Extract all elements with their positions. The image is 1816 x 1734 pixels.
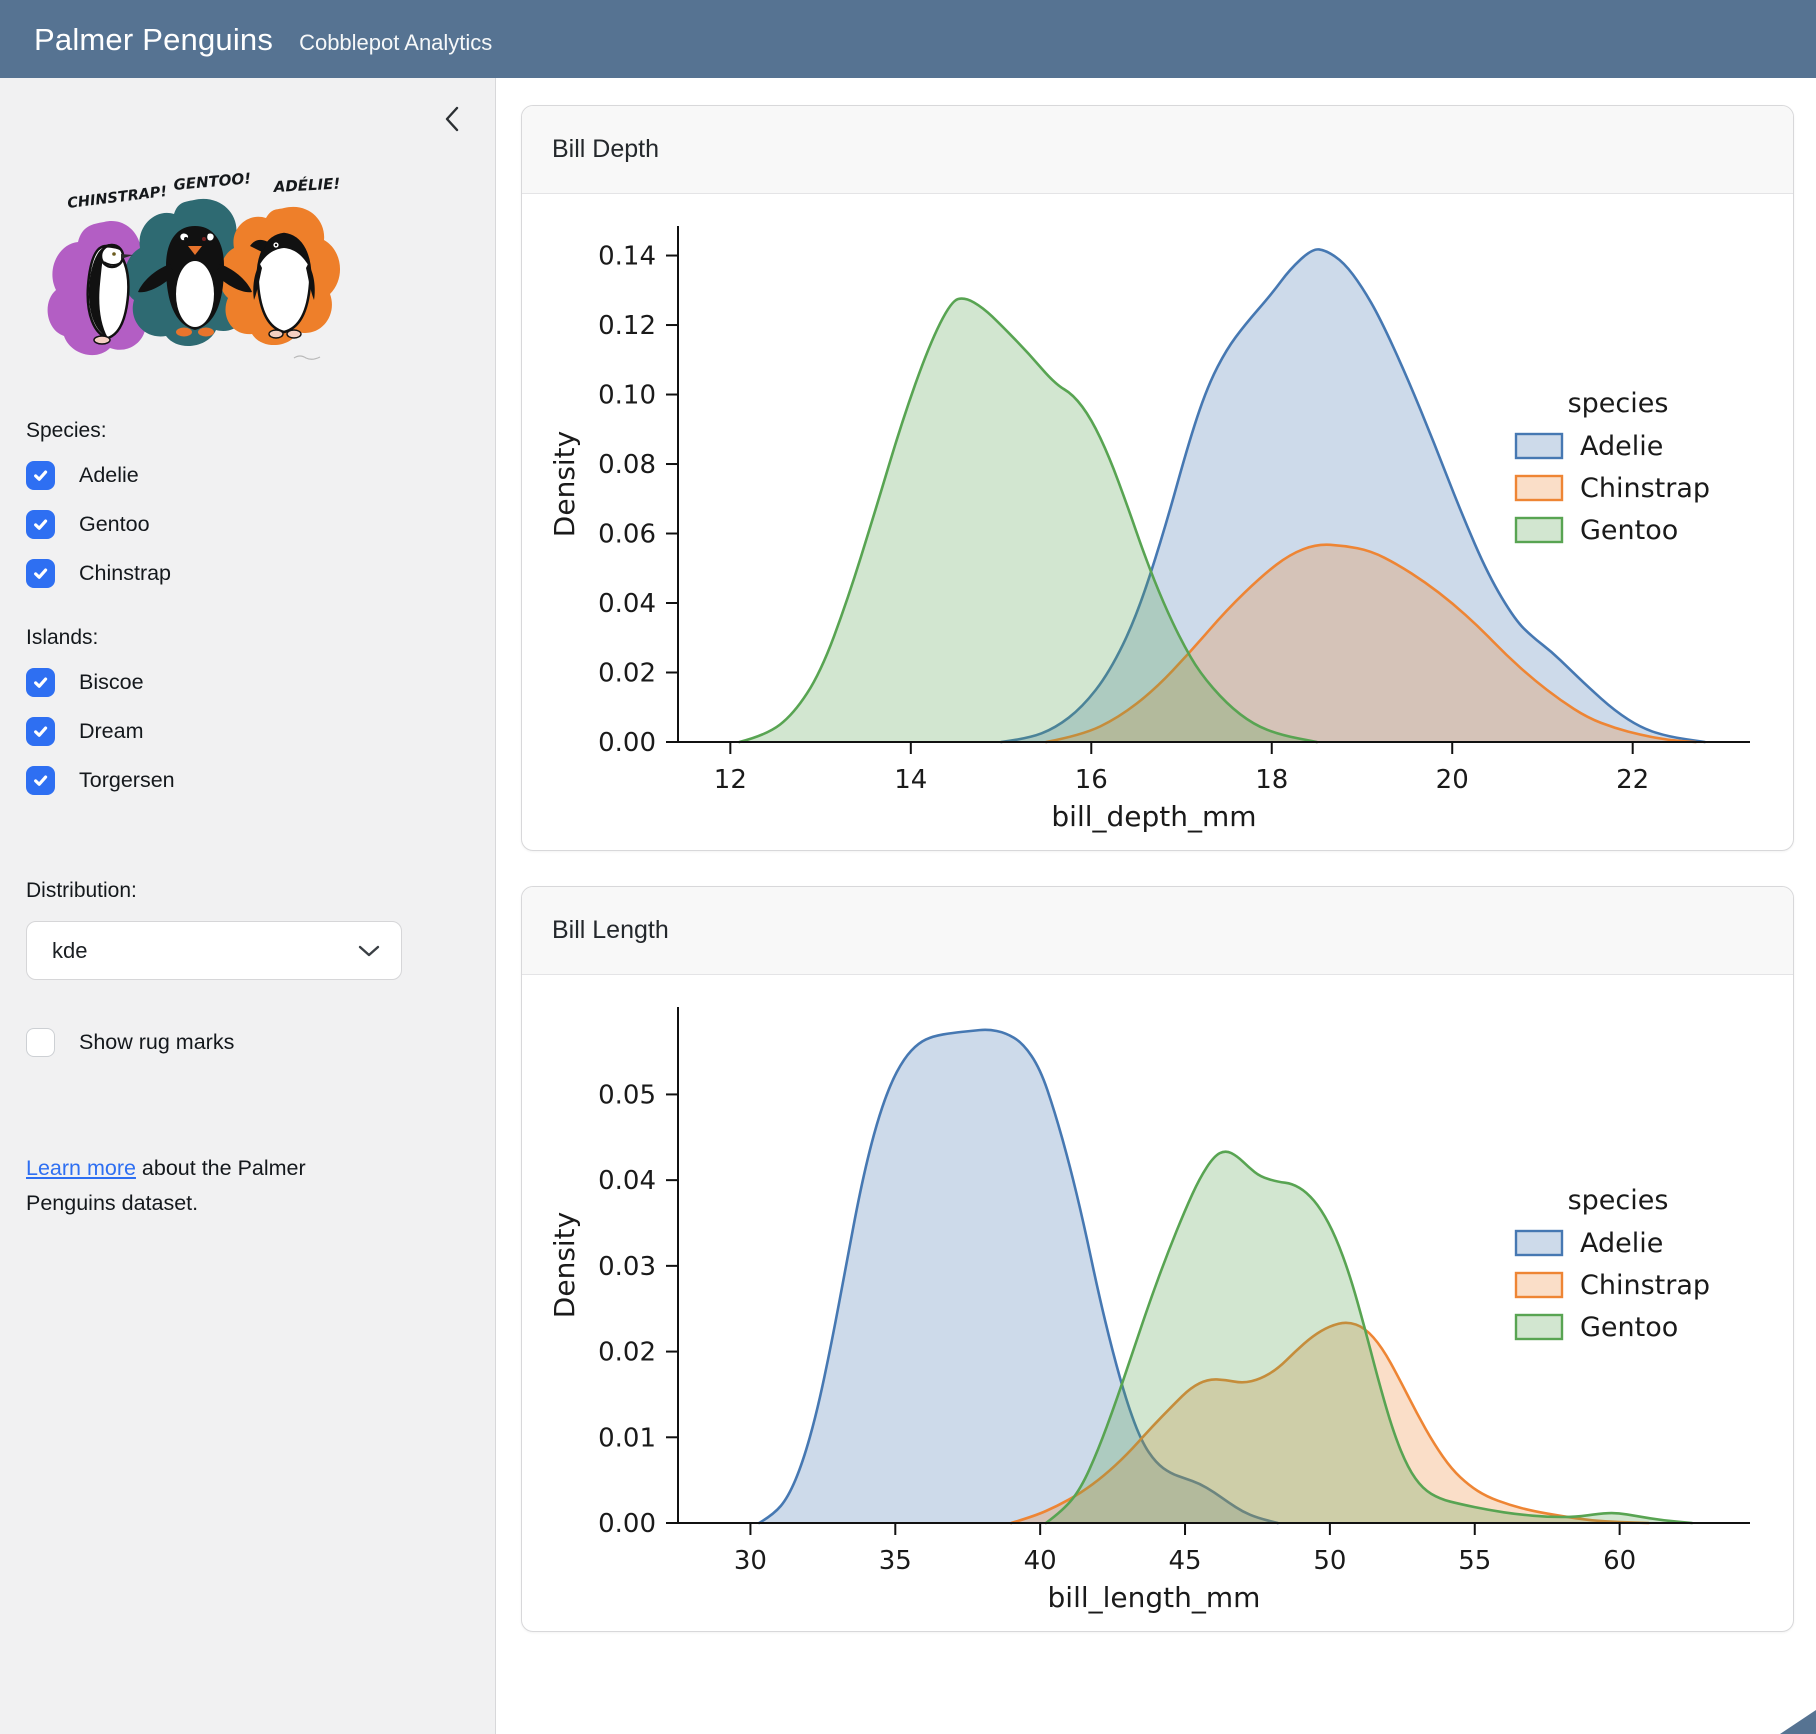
distribution-label: Distribution: xyxy=(26,879,467,903)
svg-text:45: 45 xyxy=(1168,1546,1201,1576)
svg-text:60: 60 xyxy=(1603,1546,1636,1576)
svg-text:16: 16 xyxy=(1074,765,1107,795)
species-section-label: Species: xyxy=(26,419,467,443)
app-header: Palmer Penguins Cobblepot Analytics xyxy=(0,0,1816,78)
svg-text:0.12: 0.12 xyxy=(598,311,656,341)
svg-text:Adelie: Adelie xyxy=(1580,431,1663,462)
bill-length-card: Bill Length 30 35 40 45 50 55 60 0.00 0.01 0.02 0.… xyxy=(521,886,1794,1632)
svg-text:12: 12 xyxy=(713,765,746,795)
sidebar: CHINSTRAP! GENTOO! ADÉLIE! Species: Adel… xyxy=(0,78,496,1734)
checkbox-dream[interactable]: Dream xyxy=(26,717,467,746)
checkbox-gentoo[interactable]: Gentoo xyxy=(26,510,467,539)
svg-text:0.14: 0.14 xyxy=(598,242,656,272)
checkbox-box[interactable] xyxy=(26,766,55,795)
checkbox-box[interactable] xyxy=(26,668,55,697)
svg-text:18: 18 xyxy=(1255,765,1288,795)
svg-text:35: 35 xyxy=(878,1546,911,1576)
app-subtitle: Cobblepot Analytics xyxy=(299,30,492,56)
bill-depth-card: Bill Depth 12 14 16 18 20 22 0.00 0.02 0.04 0.06 0… xyxy=(521,105,1794,851)
checkbox-label: Gentoo xyxy=(79,512,150,537)
distribution-select[interactable]: kde xyxy=(26,921,402,980)
show-rug-marks-checkbox[interactable]: Show rug marks xyxy=(26,1028,467,1057)
svg-text:50: 50 xyxy=(1313,1546,1346,1576)
main-scroll-area[interactable]: Bill Depth 12 14 16 18 20 22 0.00 0.02 0.04 0.06 0… xyxy=(496,78,1816,1734)
adelie-splash-label: ADÉLIE! xyxy=(272,174,340,197)
checkbox-adelie[interactable]: Adelie xyxy=(26,461,467,490)
checkbox-label: Torgersen xyxy=(79,768,175,793)
checkbox-box[interactable] xyxy=(26,717,55,746)
penguin-artwork-image: CHINSTRAP! GENTOO! ADÉLIE! xyxy=(32,142,467,397)
distribution-select-value: kde xyxy=(52,938,87,964)
svg-text:0.01: 0.01 xyxy=(598,1423,656,1453)
svg-text:Density: Density xyxy=(548,1212,581,1318)
svg-text:0.02: 0.02 xyxy=(598,659,656,689)
svg-text:species: species xyxy=(1567,1185,1668,1216)
rug-label: Show rug marks xyxy=(79,1030,234,1055)
bill-depth-card-title: Bill Depth xyxy=(522,106,1793,194)
svg-text:Adelie: Adelie xyxy=(1580,1228,1663,1259)
svg-text:0.08: 0.08 xyxy=(598,450,656,480)
checkbox-box[interactable] xyxy=(26,510,55,539)
learn-more-text: Learn more about the Palmer Penguins dat… xyxy=(26,1151,366,1221)
islands-section-label: Islands: xyxy=(26,626,467,650)
svg-text:Chinstrap: Chinstrap xyxy=(1580,1270,1710,1301)
svg-text:0.06: 0.06 xyxy=(598,520,656,550)
app-title: Palmer Penguins xyxy=(34,22,273,58)
svg-text:Chinstrap: Chinstrap xyxy=(1580,473,1710,504)
svg-text:bill_depth_mm: bill_depth_mm xyxy=(1051,800,1256,833)
checkbox-box[interactable] xyxy=(26,1028,55,1057)
sidebar-collapse-button[interactable] xyxy=(439,104,465,134)
bill-length-card-title: Bill Length xyxy=(522,887,1793,975)
svg-text:0.05: 0.05 xyxy=(598,1080,656,1110)
svg-text:species: species xyxy=(1567,388,1668,419)
svg-text:0.10: 0.10 xyxy=(598,381,656,411)
species-checkbox-group: Adelie Gentoo Chinstrap xyxy=(26,461,467,588)
chinstrap-splash-label: CHINSTRAP! xyxy=(67,184,168,212)
svg-text:40: 40 xyxy=(1023,1546,1056,1576)
svg-text:55: 55 xyxy=(1458,1546,1491,1576)
bill-depth-figure: 12 14 16 18 20 22 0.00 0.02 0.04 0.06 0.08 0.10 0.12… xyxy=(528,208,1788,844)
resize-grip-icon[interactable] xyxy=(1780,1710,1816,1734)
svg-text:22: 22 xyxy=(1616,765,1649,795)
checkbox-biscoe[interactable]: Biscoe xyxy=(26,668,467,697)
chevron-down-icon xyxy=(357,938,381,964)
svg-text:0.04: 0.04 xyxy=(598,1166,656,1196)
svg-text:0.00: 0.00 xyxy=(598,1509,656,1539)
checkbox-label: Dream xyxy=(79,719,144,744)
svg-text:20: 20 xyxy=(1435,765,1468,795)
svg-text:Density: Density xyxy=(548,431,581,537)
checkbox-label: Biscoe xyxy=(79,670,144,695)
svg-text:bill_length_mm: bill_length_mm xyxy=(1047,1581,1260,1614)
svg-text:30: 30 xyxy=(733,1546,766,1576)
gentoo-splash-label: GENTOO! xyxy=(173,169,252,194)
checkbox-chinstrap[interactable]: Chinstrap xyxy=(26,559,467,588)
checkbox-label: Adelie xyxy=(79,463,139,488)
svg-text:0.03: 0.03 xyxy=(598,1252,656,1282)
svg-text:14: 14 xyxy=(894,765,927,795)
svg-text:Gentoo: Gentoo xyxy=(1580,515,1678,546)
bill-length-figure: 30 35 40 45 50 55 60 0.00 0.01 0.02 0.03 0.04 0.05 bi… xyxy=(528,989,1788,1625)
chevron-left-icon xyxy=(441,122,463,137)
learn-more-link[interactable]: Learn more xyxy=(26,1156,136,1180)
artist-signature xyxy=(294,356,320,359)
svg-text:0.02: 0.02 xyxy=(598,1338,656,1368)
checkbox-label: Chinstrap xyxy=(79,561,171,586)
checkbox-box[interactable] xyxy=(26,559,55,588)
svg-text:Gentoo: Gentoo xyxy=(1580,1312,1678,1343)
checkbox-box[interactable] xyxy=(26,461,55,490)
svg-text:0.00: 0.00 xyxy=(598,728,656,758)
svg-text:0.04: 0.04 xyxy=(598,589,656,619)
islands-checkbox-group: Biscoe Dream Torgersen xyxy=(26,668,467,795)
checkbox-torgersen[interactable]: Torgersen xyxy=(26,766,467,795)
